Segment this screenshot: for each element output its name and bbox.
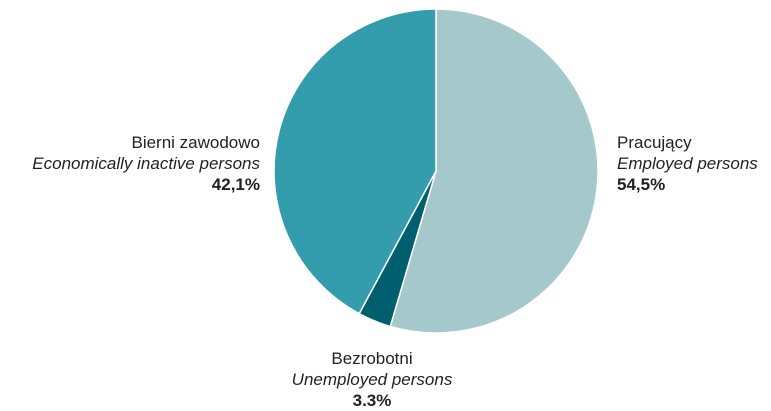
slice-label-employed-pl: Pracujący [617, 133, 692, 152]
slice-label-inactive-en: Economically inactive persons [32, 154, 260, 173]
slice-label-unemployed: Bezrobotni Unemployed persons 3.3% [275, 348, 469, 411]
slice-label-unemployed-value: 3.3% [352, 391, 392, 410]
pie-slice-inactive [273, 8, 437, 315]
slice-label-unemployed-en: Unemployed persons [291, 370, 453, 389]
slice-label-employed-value: 54,5% [617, 175, 666, 194]
slice-label-employed: Pracujący Employed persons 54,5% [617, 132, 758, 195]
pie-slice-employed [389, 8, 599, 334]
slice-label-inactive-pl: Bierni zawodowo [131, 133, 260, 152]
slice-label-unemployed-pl: Bezrobotni [331, 349, 413, 368]
slice-label-inactive: Bierni zawodowo Economically inactive pe… [32, 132, 260, 195]
slice-label-employed-en: Employed persons [617, 154, 758, 173]
slice-label-inactive-value: 42,1% [211, 175, 260, 194]
